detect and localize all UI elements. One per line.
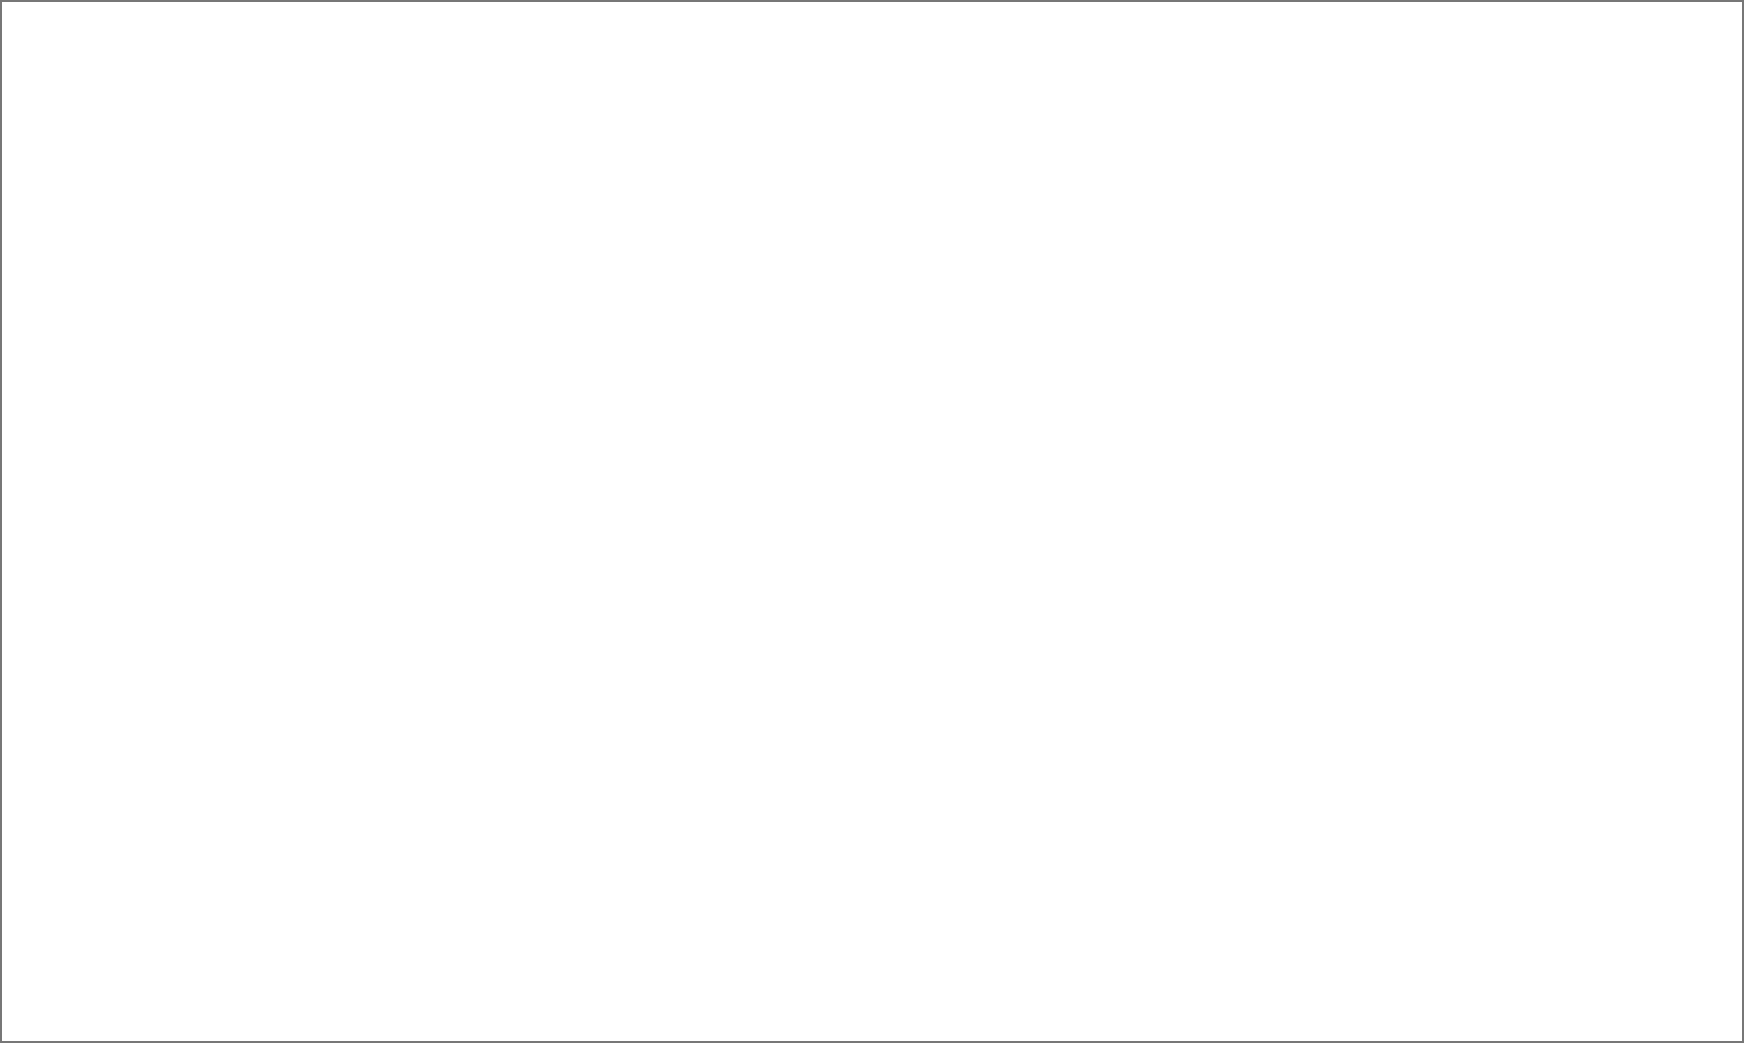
infographic-frame: [0, 0, 1744, 1043]
